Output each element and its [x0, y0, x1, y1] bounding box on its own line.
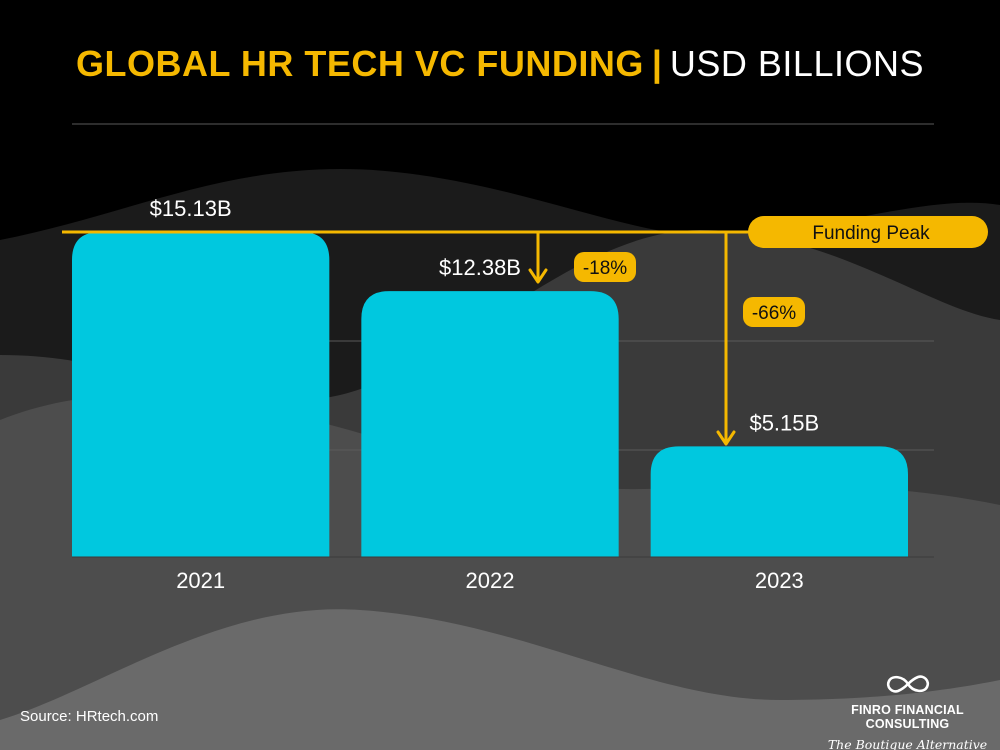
bar-2022 [361, 291, 619, 557]
arrow-2022-head [528, 268, 548, 284]
change-badge-2023: -66% [752, 303, 796, 324]
title-sub: USD BILLIONS [669, 43, 924, 84]
arrow-2023-head [716, 430, 736, 446]
title-main: GLOBAL HR TECH VC FUNDING [76, 43, 644, 84]
brand-tagline: The Boutique Alternative [827, 737, 988, 750]
value-label-2022: $12.38B [439, 255, 521, 280]
bar-2023 [650, 446, 908, 557]
funding-peak-badge [748, 216, 988, 248]
bar-2021 [72, 232, 330, 557]
change-badge-2022-bg [574, 252, 636, 282]
value-label-2023: $5.15B [749, 410, 819, 435]
brand-name: FINRO FINANCIAL CONSULTING [851, 703, 964, 731]
category-label-2023: 2023 [755, 568, 804, 593]
brand-logo: FINRO FINANCIAL CONSULTING The Boutique … [820, 672, 995, 750]
category-label-2021: 2021 [176, 568, 225, 593]
change-badge-2022: -18% [583, 258, 627, 279]
value-label-2021: $15.13B [150, 196, 232, 221]
category-label-2022: 2022 [466, 568, 515, 593]
chart-title: GLOBAL HR TECH VC FUNDING | USD BILLIONS [0, 42, 1000, 86]
title-separator: | [651, 43, 662, 84]
source-note: Source: HRtech.com [20, 708, 159, 725]
funding-peak-label: Funding Peak [812, 223, 930, 244]
change-badge-2023-bg [743, 297, 805, 327]
infinity-icon [886, 675, 929, 693]
